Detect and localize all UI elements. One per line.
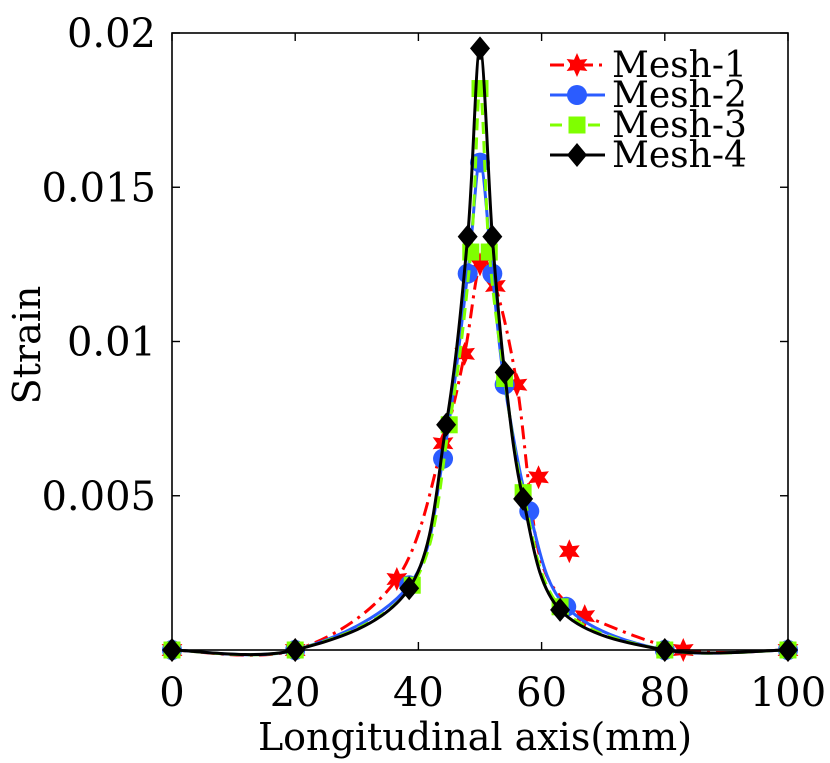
data-point-mesh-1 [528,465,549,490]
legend-entry-mesh-2: Mesh-2 [550,75,747,116]
data-point-mesh-1 [558,539,580,564]
ticks-layer: 0 20 40 60 80 100 0.005 0.01 0.015 0.02 [41,11,826,716]
series-line-mesh-2 [171,161,789,657]
x-tick-label: 80 [639,670,690,716]
data-point-mesh-1 [454,341,475,366]
x-tick-label: 40 [393,670,444,716]
legend-label: Mesh-4 [612,135,747,176]
legend-entry-mesh-1: Mesh-1 [550,45,747,86]
legend-marker-mesh-3 [568,116,586,134]
x-tick-label: 60 [516,670,567,716]
data-point-mesh-4 [482,224,503,249]
data-point-mesh-1 [506,372,528,397]
series-mesh-4 [162,36,798,662]
data-point-mesh-4 [513,486,534,511]
series-line-mesh-1 [171,258,789,657]
data-point-mesh-4 [399,576,420,601]
data-point-mesh-4 [436,412,457,437]
y-tick-label: 0.01 [67,320,156,366]
data-point-mesh-4 [470,36,490,61]
series-mesh-1 [161,252,799,662]
legend-entry-mesh-4: Mesh-4 [550,135,747,176]
y-tick-label: 0.02 [67,11,156,57]
x-axis-title: Longitudinal axis(mm) [258,715,692,759]
data-point-mesh-1 [574,604,596,629]
series-mesh-2 [162,152,798,660]
legend-label: Mesh-3 [612,105,747,146]
legend-entry-mesh-3: Mesh-3 [550,105,747,146]
data-point-mesh-4 [550,597,571,622]
x-tick-label: 100 [750,670,826,716]
y-tick-label: 0.015 [41,165,156,211]
legend-marker-mesh-1 [566,53,588,77]
x-tick-label: 0 [159,670,184,716]
legend-label: Mesh-2 [612,75,747,116]
data-point-mesh-4 [494,360,515,385]
legend-marker-mesh-2 [567,85,587,105]
x-tick-label: 20 [270,670,321,716]
legend-label: Mesh-1 [612,45,747,86]
y-tick-label: 0.005 [41,474,156,520]
data-point-mesh-2 [482,263,503,284]
data-point-mesh-1 [469,252,491,277]
data-point-mesh-4 [457,224,478,249]
data-point-mesh-1 [386,567,408,592]
y-axis-title: Strain [5,286,49,405]
legend-marker-mesh-4 [567,143,587,167]
